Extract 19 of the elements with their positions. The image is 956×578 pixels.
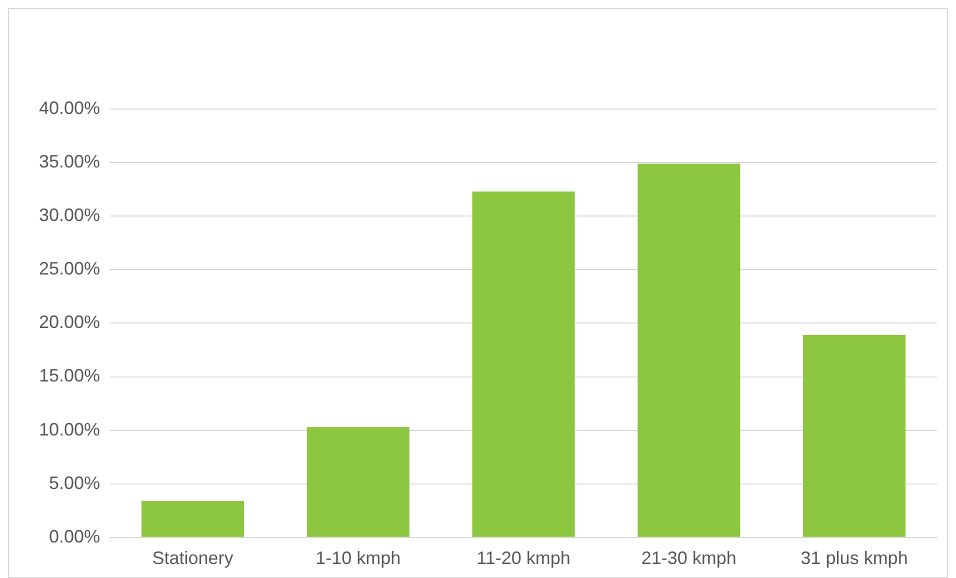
y-tick-label: 35.00% xyxy=(38,152,100,172)
bar xyxy=(141,500,244,537)
y-tick-label: 5.00% xyxy=(49,472,100,493)
y-tick-label: 40.00% xyxy=(38,98,100,118)
y-tick-label: 10.00% xyxy=(38,419,100,440)
bar xyxy=(306,427,410,537)
x-tick-label: 21-30 kmph xyxy=(641,548,736,568)
y-tick-label: 15.00% xyxy=(38,366,100,386)
x-tick-label: Stationery xyxy=(152,548,234,568)
bar xyxy=(638,164,740,537)
x-tick-label: 1-10 kmph xyxy=(316,548,401,568)
x-tick-label: 11-20 kmph xyxy=(476,548,570,568)
bar xyxy=(472,191,575,537)
bar xyxy=(803,334,906,537)
y-tick-label: 25.00% xyxy=(38,258,100,279)
y-tick-label: 0.00% xyxy=(49,526,100,546)
y-tick-label: 20.00% xyxy=(38,312,100,332)
y-tick-label: 30.00% xyxy=(38,205,100,226)
x-tick-label: 31 plus kmph xyxy=(800,548,908,568)
